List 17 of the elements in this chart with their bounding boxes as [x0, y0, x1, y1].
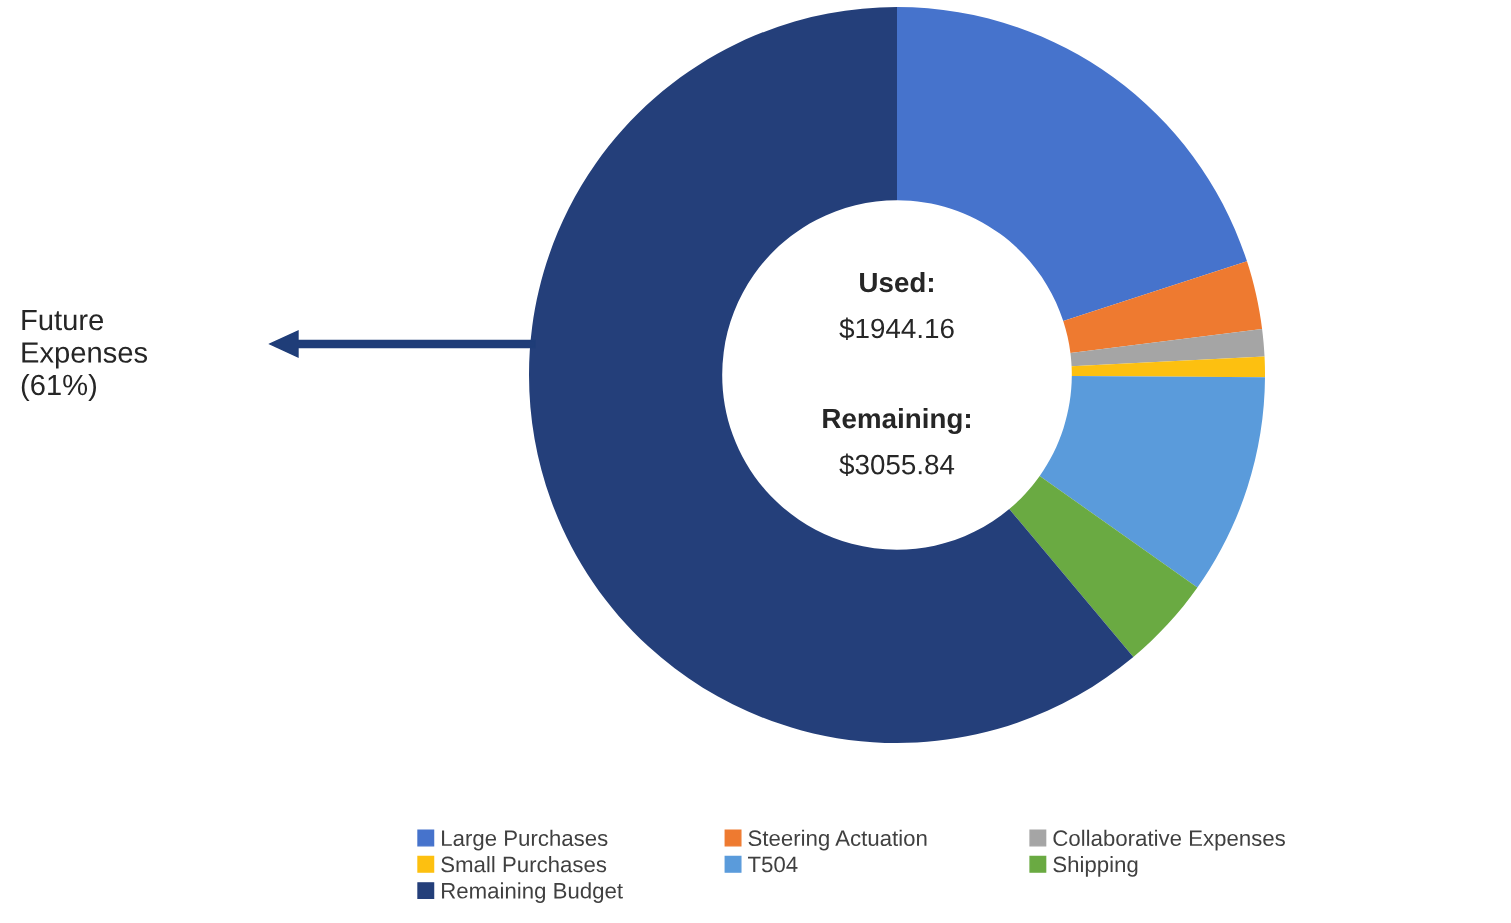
donut-slice: [1071, 356, 1265, 378]
text: $1944.16: [839, 317, 954, 340]
donut-slice: [1009, 475, 1198, 658]
legend-label: Large Purchases: [442, 829, 608, 851]
donut-slice: [1039, 376, 1265, 588]
legend-label: Steering Actuation: [748, 829, 927, 851]
legend-label: T504: [747, 856, 798, 873]
donut-slice: [1070, 328, 1265, 367]
text: $3055.84: [839, 453, 955, 477]
donut-slice: [1063, 261, 1263, 354]
text: Used:: [860, 271, 933, 293]
text: Remaining:: [823, 407, 970, 435]
legend-label: Shipping: [1053, 856, 1138, 877]
text: Future Expenses (61%): [21, 310, 148, 402]
legend-label: Remaining Budget: [442, 882, 623, 903]
legend-label: Collaborative Expenses: [1053, 829, 1285, 851]
legend-label: Small Purchases: [441, 856, 607, 873]
